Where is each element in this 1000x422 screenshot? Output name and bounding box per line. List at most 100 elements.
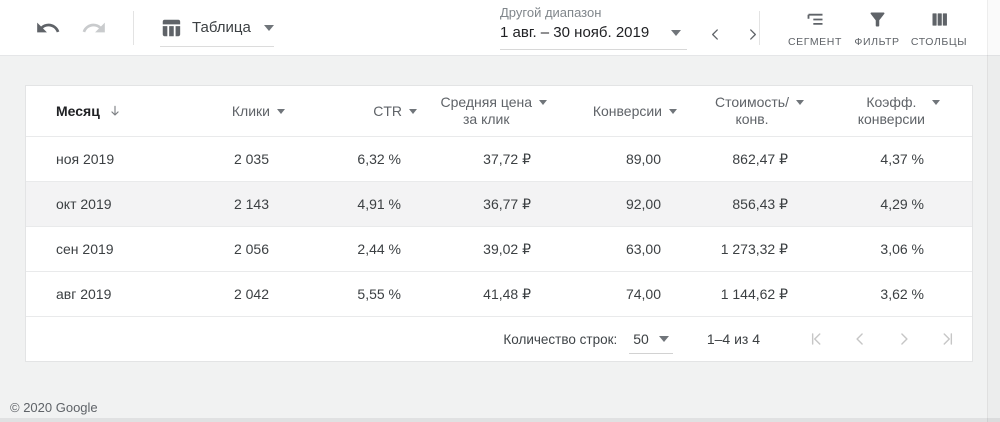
date-range-value: 1 авг. – 30 нояб. 2019 [500,24,650,41]
cell-clicks: 2 143 [233,196,269,212]
table-row: сен 2019 2 056 2,44 % 39,02 ₽ 63,00 1 27… [26,226,972,271]
cell-month: ноя 2019 [56,151,115,167]
view-type-select[interactable]: Таблица [160,17,274,47]
cell-avg-cpc: 39,02 ₽ [483,240,531,257]
table-row: ноя 2019 2 035 6,32 % 37,72 ₽ 89,00 862,… [26,136,972,181]
cell-clicks: 2 035 [233,151,269,167]
column-header-label: Клики [231,103,270,119]
cell-conversions: 92,00 [625,196,661,212]
column-header-label: Стоимость/ конв. [715,94,789,127]
redo-icon [81,15,107,41]
cell-conv-rate: 4,37 % [880,151,924,167]
segment-icon [805,9,826,36]
column-header-month[interactable]: Месяц [26,103,196,119]
chevron-down-icon [409,108,417,114]
cell-conversions: 74,00 [625,286,661,302]
column-header-cost-per-conv[interactable]: Стоимость/ конв. [661,94,804,128]
filter-label: ФИЛЬТР [854,35,900,48]
columns-label: СТОЛБЦЫ [910,35,968,48]
filter-button[interactable]: ФИЛЬТР [848,9,906,48]
cell-avg-cpc: 37,72 ₽ [483,150,531,167]
cell-month: авг 2019 [56,286,112,302]
pagination-range: 1–4 из 4 [706,331,760,347]
cell-ctr: 6,32 % [357,151,401,167]
column-header-avg-cpc[interactable]: Средняя цена за клик [401,94,547,128]
cell-ctr: 5,55 % [357,286,401,302]
toolbar-left-group: Таблица [33,0,274,56]
table-row: окт 2019 2 143 4,91 % 36,77 ₽ 92,00 856,… [26,181,972,226]
cell-ctr: 2,44 % [357,241,401,257]
last-page-icon [938,329,958,349]
copyright-text: © 2020 Google [10,400,98,415]
column-header-label: Месяц [56,103,100,119]
cell-cost-per-conv: 862,47 ₽ [732,150,788,167]
cell-clicks: 2 042 [233,286,269,302]
date-range-block: Другой диапазон 1 авг. – 30 нояб. 2019 [500,5,761,50]
column-header-ctr[interactable]: CTR [269,103,417,119]
cell-conversions: 63,00 [625,241,661,257]
redo-button[interactable] [79,13,109,43]
cell-avg-cpc: 36,77 ₽ [483,195,531,212]
columns-button[interactable]: СТОЛБЦЫ [910,9,968,48]
date-range-caption: Другой диапазон [500,5,602,20]
chevron-down-icon [539,100,547,105]
cell-cost-per-conv: 1 273,32 ₽ [720,240,788,257]
column-header-label: Средняя цена за клик [440,94,533,127]
cell-clicks: 2 056 [233,241,269,257]
chevron-down-icon [263,24,274,31]
rows-per-page-label: Количество строк: [503,331,618,347]
previous-period-button[interactable] [707,26,724,43]
view-type-label: Таблица [192,19,251,36]
chevron-right-icon [744,26,761,43]
toolbar: Таблица Другой диапазон 1 авг. – 30 нояб… [0,0,1000,56]
cell-conv-rate: 3,06 % [880,241,924,257]
previous-page-button[interactable] [850,329,870,349]
sort-descending-icon [107,103,123,119]
cell-ctr: 4,91 % [357,196,401,212]
toolbar-right-group: СЕГМЕНТ ФИЛЬТР СТОЛБЦЫ [759,0,970,56]
table-row: авг 2019 2 042 5,55 % 41,48 ₽ 74,00 1 14… [26,271,972,316]
cell-conversions: 89,00 [625,151,661,167]
table-view-icon [160,17,182,39]
chevron-left-icon [707,26,724,43]
pagination-controls [782,329,958,349]
toolbar-divider [133,11,134,45]
column-header-conversions[interactable]: Конверсии [531,103,677,119]
filter-icon [867,9,888,36]
undo-icon [35,15,61,41]
chevron-left-icon [850,329,870,349]
column-header-clicks[interactable]: Клики [196,103,285,119]
chevron-right-icon [894,329,914,349]
chevron-down-icon [796,100,804,105]
data-table: Месяц Клики CTR Средняя цена за клик Кон… [25,85,973,362]
rows-per-page-select[interactable]: 50 [629,331,673,354]
cell-cost-per-conv: 856,43 ₽ [732,195,788,212]
column-header-label: Коэфф. конверсии [857,94,925,127]
cell-conv-rate: 4,29 % [880,196,924,212]
toolbar-divider [759,11,760,45]
scrollbar-track[interactable] [987,0,1000,422]
cell-avg-cpc: 41,48 ₽ [483,285,531,302]
date-range-select[interactable]: 1 авг. – 30 нояб. 2019 [500,24,688,50]
cell-month: окт 2019 [56,196,112,212]
segment-label: СЕГМЕНТ [788,35,842,48]
first-page-button[interactable] [806,329,826,349]
next-period-button[interactable] [744,26,761,43]
last-page-button[interactable] [938,329,958,349]
cell-month: сен 2019 [56,241,114,257]
column-header-label: CTR [373,103,402,119]
cell-cost-per-conv: 1 144,62 ₽ [720,285,788,302]
table-footer: Количество строк: 50 1–4 из 4 [26,316,972,361]
chevron-down-icon [932,100,940,105]
undo-button[interactable] [33,13,63,43]
column-header-label: Конверсии [592,103,662,119]
next-page-button[interactable] [894,329,914,349]
table-header-row: Месяц Клики CTR Средняя цена за клик Кон… [26,86,972,136]
chevron-down-icon [669,108,677,114]
segment-button[interactable]: СЕГМЕНТ [786,9,844,48]
rows-per-page-value: 50 [633,330,649,347]
chevron-down-icon [671,29,682,36]
chevron-down-icon [658,335,669,342]
column-header-conv-rate[interactable]: Коэфф. конверсии [788,94,940,128]
first-page-icon [806,329,826,349]
